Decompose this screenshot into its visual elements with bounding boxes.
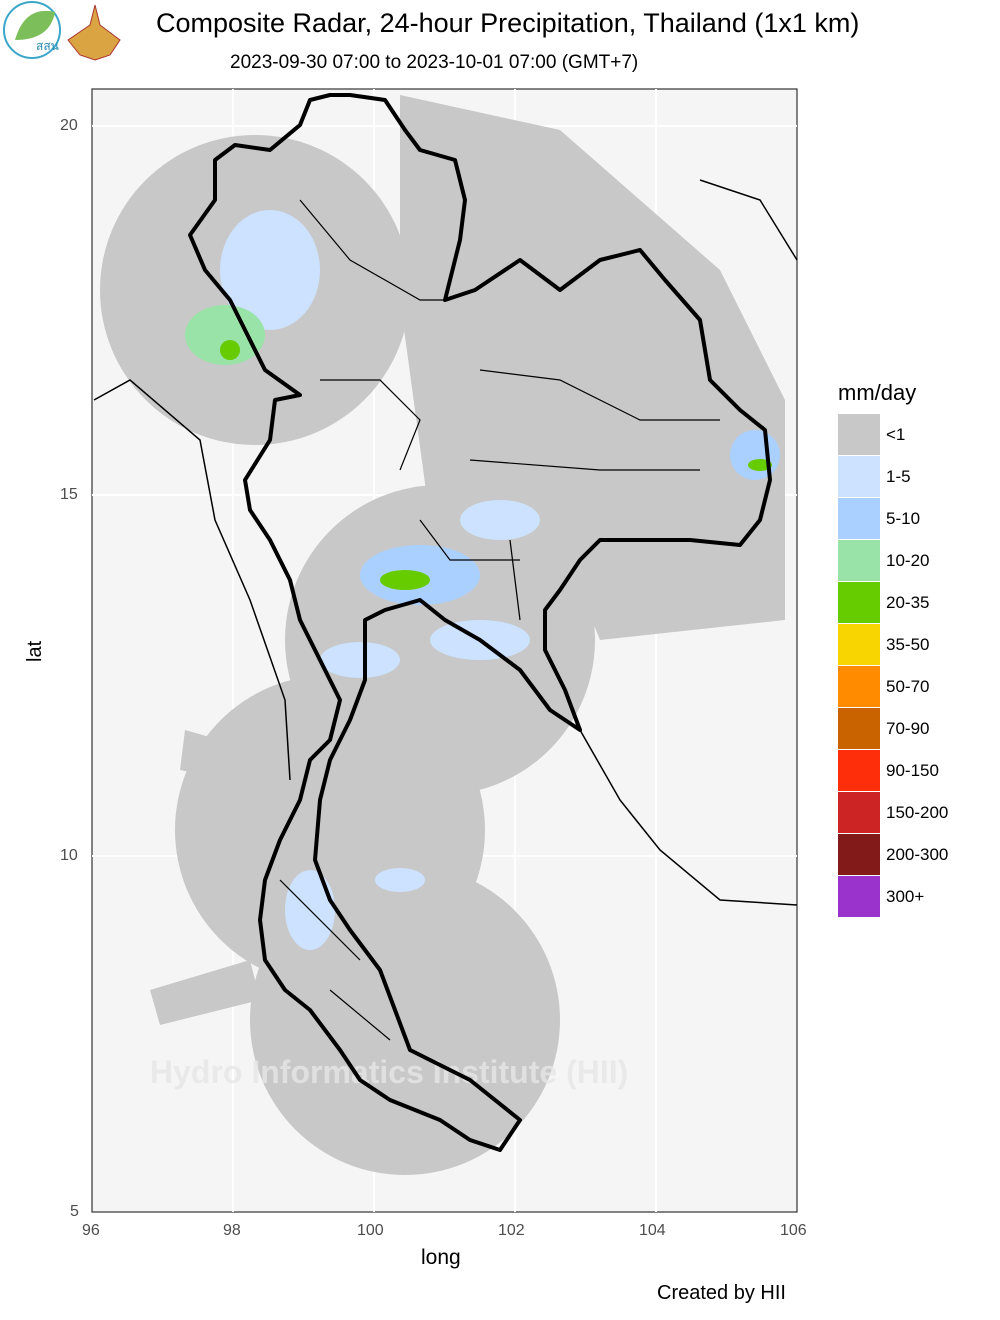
legend-item: 50-70 bbox=[838, 666, 948, 708]
legend-swatch bbox=[838, 750, 880, 792]
legend-item: 20-35 bbox=[838, 582, 948, 624]
legend-label: 5-10 bbox=[886, 509, 921, 528]
legend-item: 70-90 bbox=[838, 708, 948, 750]
legend-label: <1 bbox=[886, 425, 906, 444]
y-tick-label: 15 bbox=[60, 486, 78, 503]
legend-swatch bbox=[838, 876, 880, 918]
legend-swatch bbox=[838, 834, 880, 876]
legend-swatch bbox=[838, 666, 880, 708]
legend-label: 90-150 bbox=[886, 761, 939, 780]
legend-swatch bbox=[838, 540, 880, 582]
province-lines bbox=[279, 199, 720, 1041]
legend: mm/day <1 1-5 5-10 10-20 20-35 35-50 50-70 70-9… bbox=[838, 380, 948, 918]
chart-title: Composite Radar, 24-hour Precipitation, … bbox=[156, 8, 860, 38]
svg-text:สสน: สสน bbox=[36, 39, 59, 53]
legend-swatch bbox=[838, 414, 880, 456]
legend-title: mm/day bbox=[838, 380, 917, 405]
legend-label: 10-20 bbox=[886, 551, 930, 570]
legend-label: 150-200 bbox=[886, 803, 949, 822]
legend-label: 200-300 bbox=[886, 845, 949, 864]
legend-swatch bbox=[838, 792, 880, 834]
x-tick-label: 104 bbox=[639, 1222, 666, 1239]
legend-item: 1-5 bbox=[838, 456, 948, 498]
y-tick-label: 10 bbox=[60, 847, 78, 864]
legend-item: 35-50 bbox=[838, 624, 948, 666]
logo-hii: สสน bbox=[3, 1, 61, 59]
legend-item: 150-200 bbox=[838, 792, 948, 834]
legend-item: 90-150 bbox=[838, 750, 948, 792]
y-axis-label: lat bbox=[24, 640, 46, 662]
legend-label: 70-90 bbox=[886, 719, 930, 738]
legend-swatch bbox=[838, 456, 880, 498]
thailand-border bbox=[188, 93, 772, 1152]
x-tick-label: 96 bbox=[82, 1222, 100, 1239]
legend-label: 20-35 bbox=[886, 593, 930, 612]
legend-swatch bbox=[838, 624, 880, 666]
x-tick-label: 100 bbox=[357, 1222, 384, 1239]
x-tick-label: 106 bbox=[780, 1222, 807, 1239]
chart-subtitle: 2023-09-30 07:00 to 2023-10-01 07:00 (GM… bbox=[230, 52, 639, 73]
watermark: Hydro Informatics Institute (HII) bbox=[150, 1054, 628, 1090]
y-tick-label: 5 bbox=[70, 1203, 79, 1220]
y-tick-label: 20 bbox=[60, 117, 78, 134]
legend-swatch bbox=[838, 582, 880, 624]
legend-item: <1 bbox=[838, 414, 948, 456]
neighbor-borders bbox=[93, 179, 798, 906]
legend-label: 1-5 bbox=[886, 467, 911, 486]
legend-label: 300+ bbox=[886, 887, 925, 906]
legend-item: 10-20 bbox=[838, 540, 948, 582]
legend-swatch bbox=[838, 498, 880, 540]
x-tick-label: 102 bbox=[498, 1222, 525, 1239]
legend-item: 300+ bbox=[838, 876, 948, 918]
credit-text: Created by HII bbox=[657, 1282, 786, 1304]
legend-label: 35-50 bbox=[886, 635, 930, 654]
legend-item: 5-10 bbox=[838, 498, 948, 540]
x-tick-label: 98 bbox=[223, 1222, 241, 1239]
legend-label: 50-70 bbox=[886, 677, 930, 696]
logo-royal-emblem bbox=[67, 4, 121, 61]
legend-item: 200-300 bbox=[838, 834, 948, 876]
legend-swatch bbox=[838, 708, 880, 750]
x-axis-label: long bbox=[421, 1246, 461, 1269]
